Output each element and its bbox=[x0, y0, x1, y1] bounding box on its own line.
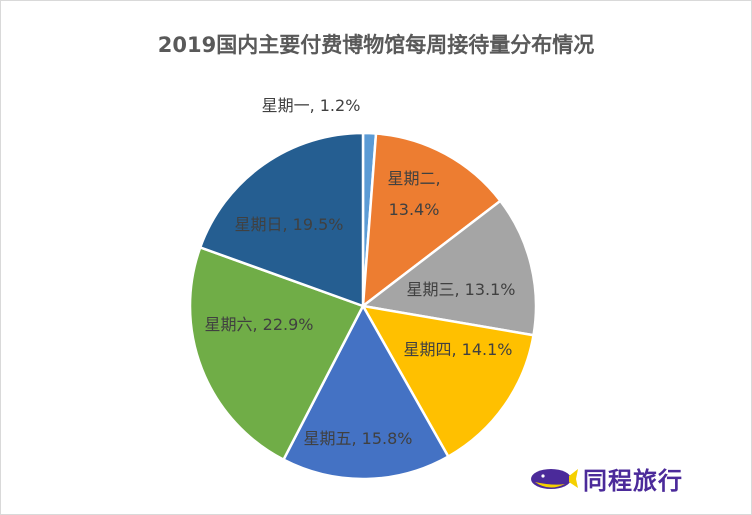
pie-slice-4 bbox=[360, 304, 535, 459]
pie-slice-2 bbox=[361, 132, 503, 309]
pie-slice-7 bbox=[198, 131, 365, 308]
data-label-1: 星期一, 1.2% bbox=[262, 96, 361, 115]
data-label-5: 星期五, 15.8% bbox=[303, 429, 412, 448]
tongcheng-logo: 同程旅行 bbox=[529, 461, 683, 496]
data-label-2: 星期二, 13.4% bbox=[387, 169, 440, 219]
watermark-text: 同程旅行 bbox=[583, 467, 683, 495]
pie-slice-5 bbox=[281, 303, 450, 481]
data-label-3: 星期三, 13.1% bbox=[406, 280, 515, 299]
pie-slice-6 bbox=[188, 245, 365, 462]
whale-logo-icon bbox=[531, 468, 578, 489]
data-label-6: 星期六, 22.9% bbox=[204, 315, 313, 334]
pie-slice-3 bbox=[359, 199, 538, 337]
data-label-4: 星期四, 14.1% bbox=[403, 340, 512, 359]
chart-title: 2019国内主要付费博物馆每周接待量分布情况 bbox=[157, 33, 595, 57]
data-label-7: 星期日, 19.5% bbox=[234, 215, 343, 234]
